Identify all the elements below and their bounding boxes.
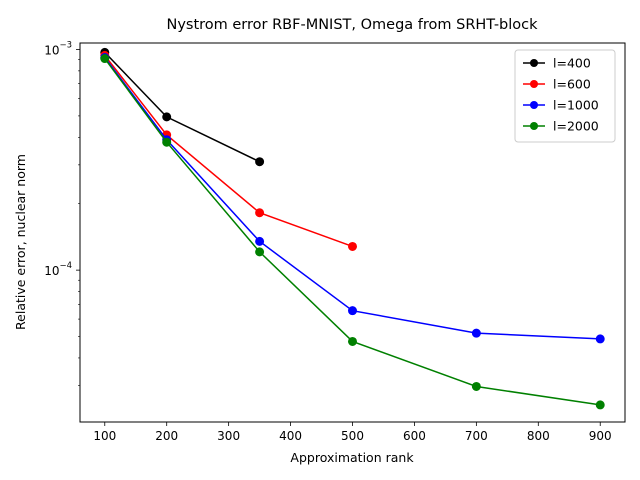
x-axis: 100 200 300 400 500 600 700 800 900 — [93, 422, 612, 443]
data-point — [471, 328, 481, 338]
data-point — [162, 137, 172, 147]
x-tick-label: 200 — [155, 429, 178, 443]
series-line — [104, 51, 260, 163]
x-tick-label: 100 — [93, 429, 116, 443]
x-axis-label: Approximation rank — [290, 450, 414, 465]
chart-title: Nystrom error RBF-MNIST, Omega from SRHT… — [166, 17, 538, 33]
series-l=2000 — [100, 54, 605, 410]
x-tick-label: 900 — [589, 429, 612, 443]
data-point — [595, 400, 605, 410]
data-point — [348, 306, 357, 316]
legend-box — [514, 49, 616, 143]
x-tick-label: 700 — [465, 429, 488, 443]
legend-label: l=1000 — [553, 98, 599, 113]
data-point — [162, 112, 172, 122]
plot-area — [100, 47, 605, 410]
x-tick-label: 500 — [341, 429, 364, 443]
x-tick-label: 600 — [403, 429, 426, 443]
series-l=600 — [100, 50, 357, 251]
y-tick-label: 10−3 — [44, 40, 72, 57]
data-point — [595, 334, 605, 344]
series-line — [104, 57, 601, 340]
x-tick-label: 800 — [527, 429, 550, 443]
data-point — [100, 54, 110, 64]
legend: l=400 l=600 l=1000 l=2000 — [514, 49, 616, 143]
legend-marker — [530, 80, 538, 88]
data-point — [255, 236, 265, 246]
data-point — [255, 247, 265, 257]
legend-marker — [530, 101, 538, 109]
y-tick-label: 10−4 — [44, 261, 72, 278]
data-point — [255, 157, 265, 167]
y-axis-label: Relative error, nuclear norm — [13, 154, 28, 330]
y-axis: 10−4 10−3 — [44, 40, 80, 386]
data-point — [255, 208, 265, 218]
x-tick-label: 400 — [279, 429, 302, 443]
legend-marker — [530, 122, 538, 130]
data-point — [348, 241, 357, 251]
legend-label: l=400 — [553, 56, 591, 71]
series-line — [104, 58, 601, 406]
legend-marker — [530, 59, 538, 67]
legend-label: l=2000 — [553, 119, 599, 134]
legend-label: l=600 — [553, 77, 591, 92]
x-tick-label: 300 — [217, 429, 240, 443]
data-point — [348, 336, 357, 346]
series-line — [104, 54, 353, 248]
data-point — [471, 381, 481, 391]
